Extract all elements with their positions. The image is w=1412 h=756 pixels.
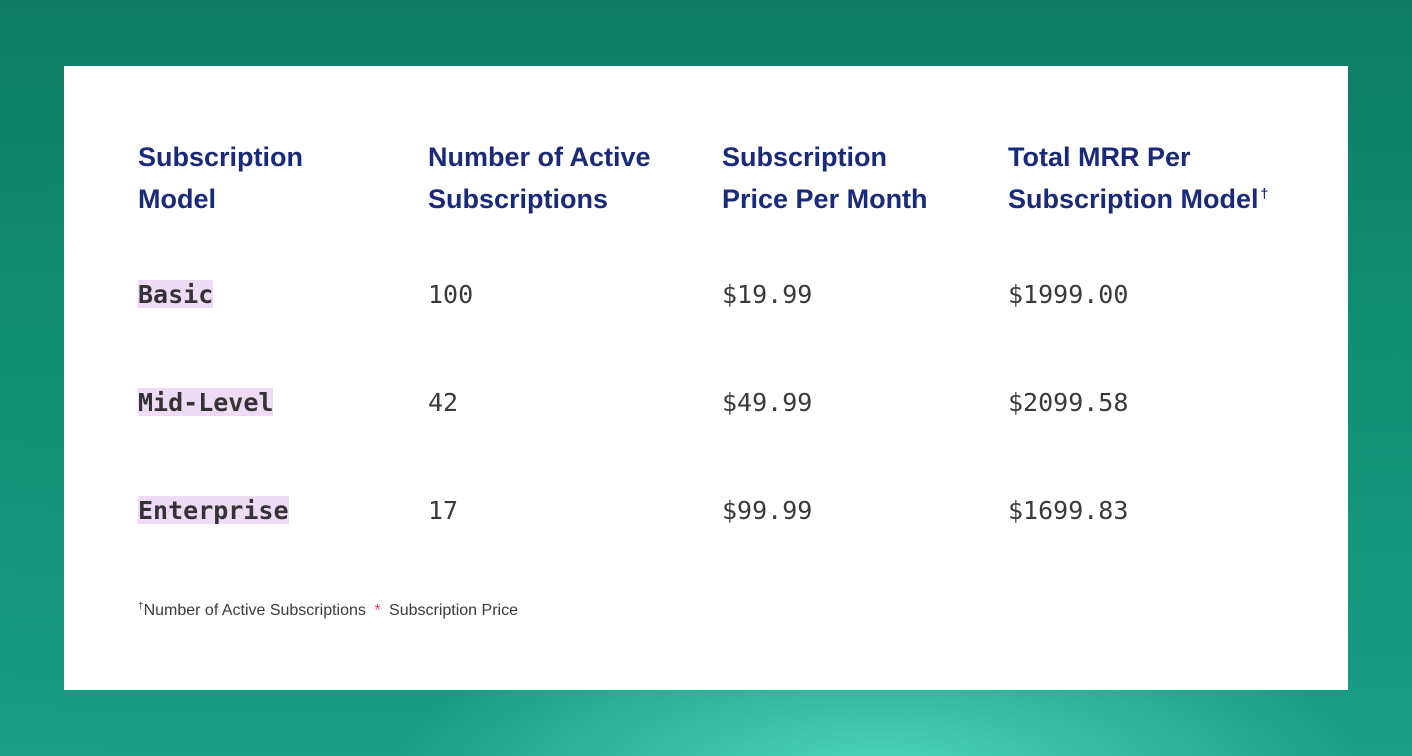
dagger-marker: † (1260, 185, 1269, 201)
header-line: Subscriptions (428, 184, 609, 214)
footnote-left-term: Number of Active Subscriptions (143, 602, 366, 619)
header-line: Subscription (138, 142, 304, 172)
table-cell-active: 17 (428, 496, 459, 525)
header-total-mrr: Total MRR Per Subscription Model † (1008, 136, 1268, 220)
table-cell-price: $49.99 (722, 388, 813, 417)
multiply-operator: * (374, 602, 381, 619)
table-row-basic-model: Basic (138, 280, 214, 310)
table-cell-total: $1999.00 (1008, 280, 1129, 309)
table-cell-price: $19.99 (722, 280, 813, 309)
footnote-right-term: Subscription Price (389, 602, 518, 619)
header-line: Subscription (722, 142, 888, 172)
model-name-label: Enterprise (138, 496, 289, 525)
header-subscription-model: Subscription Model (138, 136, 303, 220)
table-cell-price: $99.99 (722, 496, 813, 525)
model-name-label: Mid-Level (138, 388, 274, 417)
header-line: Price Per Month (722, 184, 928, 214)
table-cell-active: 42 (428, 388, 459, 417)
table-row-enterprise-model: Enterprise (138, 496, 289, 526)
header-line: Subscription Model † (1008, 178, 1268, 220)
table-cell-active: 100 (428, 280, 474, 309)
header-price-per-month: Subscription Price Per Month (722, 136, 928, 220)
header-line: Total MRR Per (1008, 142, 1191, 172)
mrr-table-card: Subscription Model Number of Active Subs… (64, 66, 1348, 690)
header-active-subscriptions: Number of Active Subscriptions (428, 136, 651, 220)
table-row-mid-level-model: Mid-Level (138, 388, 274, 418)
dagger-marker: † (138, 601, 144, 612)
header-line: Number of Active (428, 142, 651, 172)
footnote: †Number of Active Subscriptions * Subscr… (138, 601, 518, 620)
table-cell-total: $1699.83 (1008, 496, 1129, 525)
table-cell-total: $2099.58 (1008, 388, 1129, 417)
header-line-text: Subscription Model (1008, 184, 1259, 214)
model-name-label: Basic (138, 280, 214, 309)
header-line: Model (138, 184, 216, 214)
